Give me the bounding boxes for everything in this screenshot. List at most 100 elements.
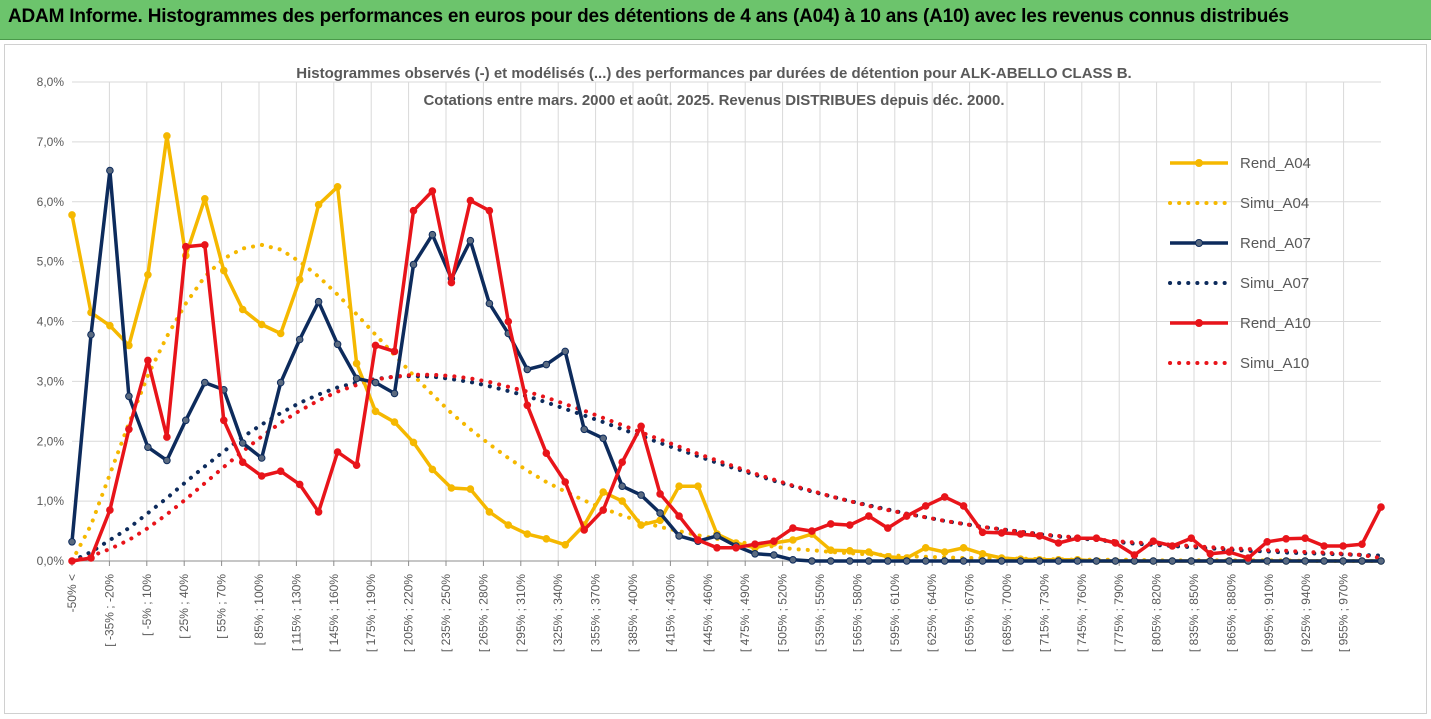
data-point-Rend_A10	[770, 537, 778, 546]
data-point-Rend_A07	[1016, 557, 1025, 565]
x-tick-label: [ 415% ; 430%	[663, 574, 677, 652]
data-point-Rend_A10	[1016, 530, 1025, 538]
data-point-Rend_A07	[428, 230, 437, 239]
data-point-Rend_A10	[257, 472, 266, 480]
data-point-Rend_A10	[409, 206, 418, 215]
data-point-Rend_A10	[1225, 548, 1233, 556]
data-point-Rend_A10	[542, 449, 551, 458]
data-point-Rend_A04	[466, 485, 475, 493]
data-point-Rend_A10	[504, 317, 513, 326]
data-point-Rend_A07	[978, 557, 987, 565]
x-tick-label: [ 655% ; 670%	[963, 574, 977, 652]
data-point-Rend_A10	[428, 187, 437, 195]
data-point-Rend_A10	[694, 536, 702, 544]
data-point-Rend_A07	[580, 425, 589, 434]
data-point-Rend_A10	[751, 540, 759, 549]
data-point-Rend_A07	[87, 330, 95, 339]
data-point-Rend_A10	[295, 480, 304, 489]
data-point-Rend_A04	[352, 359, 361, 368]
data-point-Rend_A10	[599, 506, 608, 514]
data-point-Rend_A04	[68, 211, 76, 219]
x-tick-label: [ 925% ; 940%	[1299, 574, 1313, 652]
data-point-Rend_A07	[1377, 557, 1385, 565]
data-point-Rend_A10	[68, 557, 76, 565]
legend-label: Rend_A04	[1240, 155, 1311, 172]
data-point-Rend_A10	[1301, 534, 1309, 543]
data-point-Rend_A04	[637, 521, 645, 529]
data-point-Rend_A07	[1092, 557, 1101, 565]
data-point-Rend_A10	[125, 425, 133, 434]
series-Rend_A10	[68, 187, 1385, 565]
data-point-Rend_A10	[1206, 550, 1215, 558]
data-point-Rend_A10	[333, 448, 342, 456]
data-point-Rend_A07	[182, 416, 190, 425]
data-point-Rend_A07	[523, 365, 532, 374]
data-point-Rend_A07	[865, 557, 873, 565]
data-point-Rend_A04	[542, 535, 551, 543]
data-point-Rend_A04	[959, 544, 968, 552]
data-point-Rend_A04	[846, 547, 854, 555]
data-point-Rend_A10	[732, 544, 740, 552]
x-tick-label: [ 475% ; 490%	[738, 574, 752, 652]
y-tick-label: 5,0%	[37, 255, 65, 269]
data-point-Rend_A04	[238, 305, 247, 314]
y-tick-label: 4,0%	[37, 315, 65, 329]
data-point-Rend_A07	[675, 532, 683, 540]
data-point-Rend_A04	[314, 200, 323, 209]
legend-item-Simu_A07: Simu_A07	[1168, 275, 1309, 292]
data-point-Rend_A04	[295, 275, 304, 284]
data-point-Rend_A10	[1092, 534, 1101, 543]
data-point-Rend_A10	[466, 196, 475, 205]
series-line-Simu_A10	[70, 372, 1383, 563]
legend-item-Rend_A04: Rend_A04	[1170, 155, 1311, 172]
data-point-Rend_A10	[675, 512, 683, 520]
data-point-Rend_A07	[808, 557, 816, 565]
data-point-Rend_A10	[314, 508, 323, 516]
data-point-Rend_A04	[694, 482, 702, 491]
data-point-Rend_A07	[1168, 557, 1177, 565]
x-tick-label: [ 55% ; 70%	[215, 574, 229, 639]
data-point-Rend_A10	[1035, 532, 1044, 540]
legend-label: Rend_A10	[1240, 315, 1311, 332]
x-tick-label: [ 865% ; 880%	[1224, 574, 1238, 652]
legend-label: Simu_A07	[1240, 275, 1309, 292]
legend-marker	[1195, 239, 1203, 247]
data-point-Rend_A04	[789, 536, 797, 544]
data-point-Rend_A07	[770, 551, 778, 559]
data-point-Rend_A04	[220, 266, 228, 275]
data-point-Rend_A10	[561, 478, 570, 486]
data-point-Rend_A07	[940, 557, 949, 565]
data-point-Rend_A10	[201, 241, 209, 249]
data-point-Rend_A10	[1149, 537, 1158, 546]
data-point-Rend_A04	[523, 530, 532, 538]
data-point-Rend_A10	[1054, 539, 1063, 547]
data-point-Rend_A07	[618, 482, 627, 491]
y-tick-label: 6,0%	[37, 195, 65, 209]
data-point-Rend_A07	[1187, 557, 1196, 565]
x-tick-label: [ 895% ; 910%	[1262, 574, 1276, 652]
legend-marker	[1195, 319, 1203, 327]
report-banner: ADAM Informe. Histogrammes des performan…	[0, 0, 1431, 40]
data-point-Rend_A10	[163, 433, 171, 441]
data-point-Rend_A10	[182, 242, 190, 251]
data-point-Rend_A04	[371, 407, 380, 416]
x-tick-labels: -50% < [ -35% ; -20% [ -5% ; 10% [ 25% ; 40…	[65, 574, 1351, 652]
x-tick-label: [ -5% ; 10%	[140, 574, 154, 636]
x-tick-label: [ 745% ; 760%	[1075, 574, 1089, 652]
data-point-Rend_A10	[1073, 534, 1082, 543]
data-point-Rend_A10	[1320, 542, 1328, 550]
data-point-Rend_A04	[125, 341, 133, 350]
data-point-Rend_A04	[865, 548, 873, 556]
data-point-Rend_A10	[789, 524, 797, 532]
x-tick-label: [ 505% ; 520%	[776, 574, 790, 652]
legend-label: Rend_A07	[1240, 235, 1311, 252]
x-tick-label: [ 445% ; 460%	[701, 574, 715, 652]
x-tick-label: [ 535% ; 550%	[813, 574, 827, 652]
x-tick-label: [ 85% ; 100%	[252, 574, 266, 646]
data-point-Rend_A04	[618, 497, 627, 505]
data-point-Rend_A07	[333, 340, 342, 349]
data-point-Rend_A07	[371, 378, 380, 387]
x-tick-label: [ 235% ; 250%	[439, 574, 453, 652]
legend-item-Rend_A07: Rend_A07	[1170, 235, 1311, 252]
data-point-Rend_A04	[163, 132, 171, 140]
